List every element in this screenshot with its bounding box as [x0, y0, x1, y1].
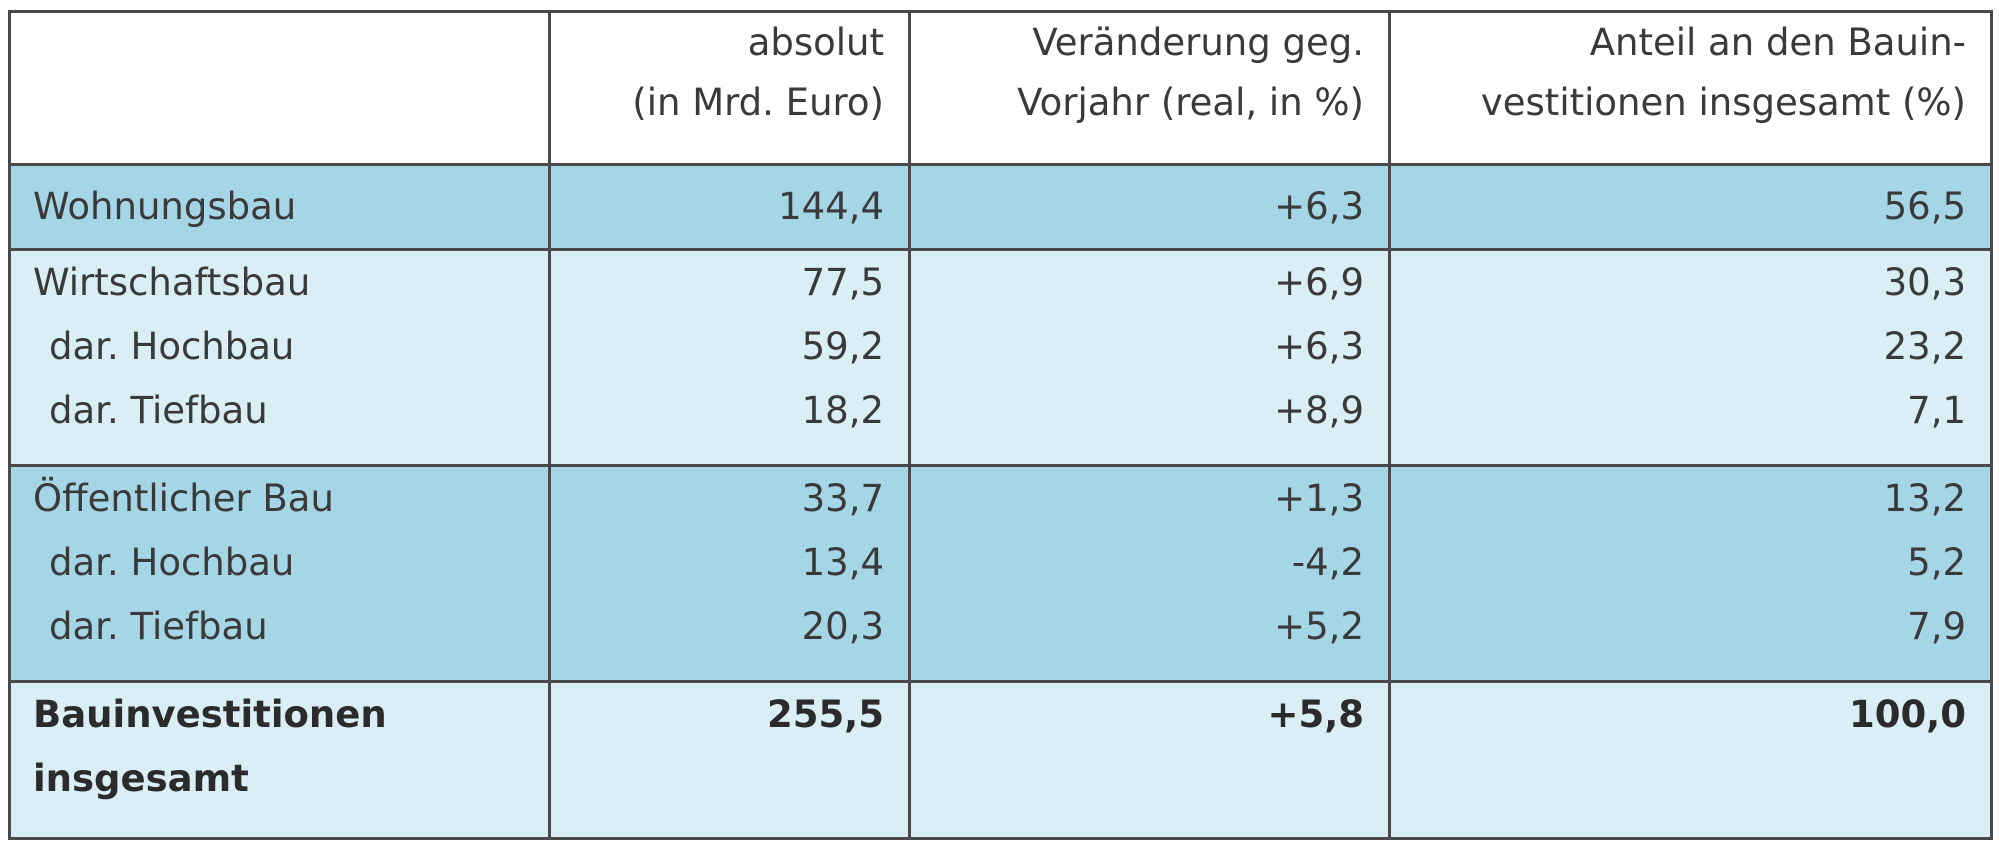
row-wohnungsbau: Wohnungsbau 144,4 +6,3 56,5	[8, 163, 1993, 251]
construction-investment-table: absolut (in Mrd. Euro) Veränderung geg. …	[8, 10, 1993, 840]
header-absolut: absolut (in Mrd. Euro)	[548, 10, 911, 166]
total-share: 100,0	[1388, 680, 1993, 840]
row-label: Wohnungsbau	[8, 163, 551, 251]
sub-row-label: dar. Hochbau	[49, 325, 295, 368]
header-row: absolut (in Mrd. Euro) Veränderung geg. …	[8, 10, 1993, 166]
group-absolut: 77,5 59,2 18,2	[548, 248, 911, 467]
group-share: 13,2 5,2 7,9	[1388, 464, 1993, 683]
cell-absolut: 144,4	[548, 163, 911, 251]
header-share: Anteil an den Bauin- vestitionen insgesa…	[1388, 10, 1993, 166]
cell-share: 56,5	[1388, 163, 1993, 251]
row-group-oeffentlicher-bau: Öffentlicher Bau dar. Hochbau dar. Tiefb…	[8, 464, 1993, 683]
sub-row-label: dar. Tiefbau	[49, 389, 268, 432]
row-total: Bauinvestitionen insgesamt 255,5 +5,8 10…	[8, 680, 1993, 840]
group-absolut: 33,7 13,4 20,3	[548, 464, 911, 683]
total-label: Bauinvestitionen insgesamt	[8, 680, 551, 840]
sub-row-label: dar. Hochbau	[49, 541, 295, 584]
row-label: Öffentlicher Bau	[33, 477, 334, 520]
group-labels: Wirtschaftsbau dar. Hochbau dar. Tiefbau	[8, 248, 551, 467]
group-labels: Öffentlicher Bau dar. Hochbau dar. Tiefb…	[8, 464, 551, 683]
row-group-wirtschaftsbau: Wirtschaftsbau dar. Hochbau dar. Tiefbau…	[8, 248, 1993, 467]
group-share: 30,3 23,2 7,1	[1388, 248, 1993, 467]
group-change: +1,3 -4,2 +5,2	[908, 464, 1391, 683]
header-empty-cell	[8, 10, 551, 166]
total-change: +5,8	[908, 680, 1391, 840]
row-label: Wirtschaftsbau	[33, 261, 311, 304]
total-absolut: 255,5	[548, 680, 911, 840]
cell-change: +6,3	[908, 163, 1391, 251]
sub-row-label: dar. Tiefbau	[49, 605, 268, 648]
group-change: +6,9 +6,3 +8,9	[908, 248, 1391, 467]
header-change: Veränderung geg. Vorjahr (real, in %)	[908, 10, 1391, 166]
